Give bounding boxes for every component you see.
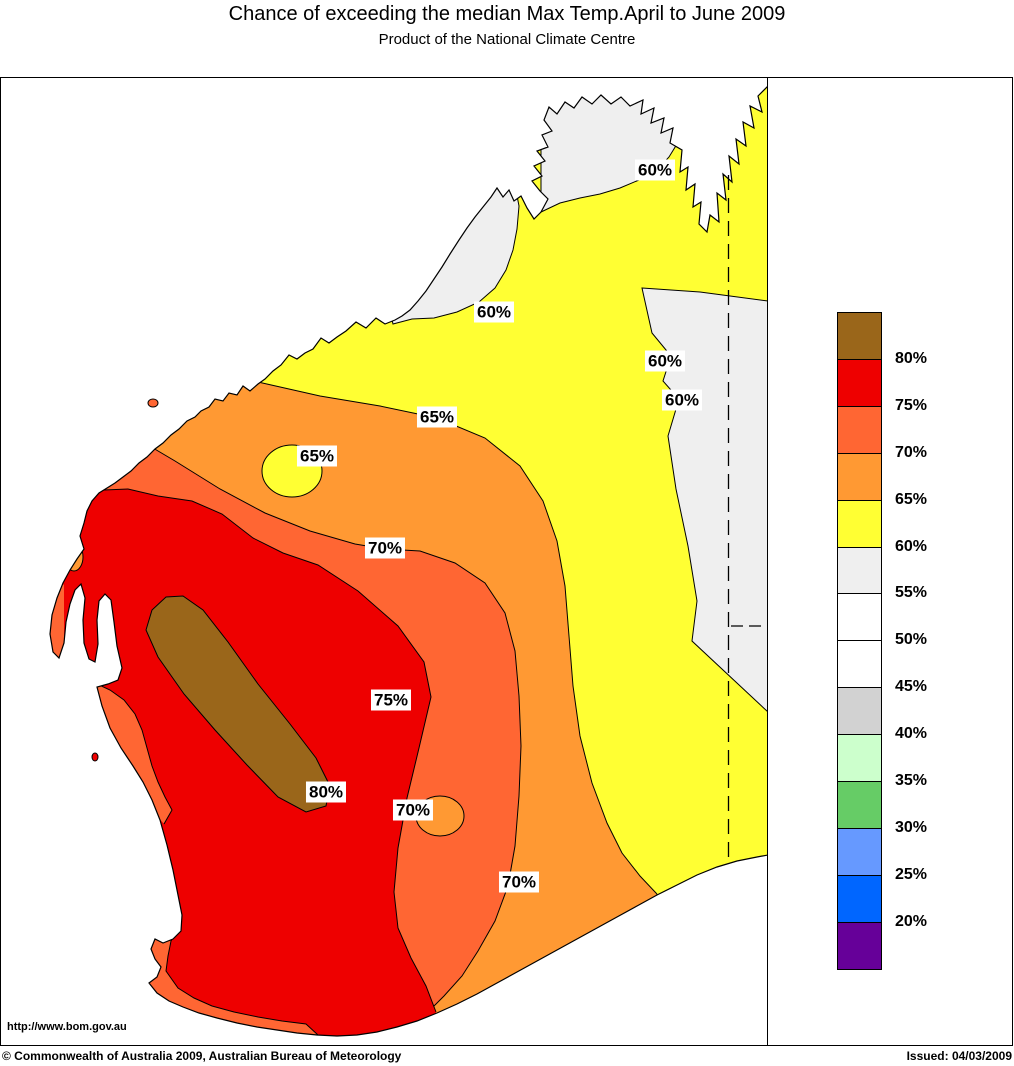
contour-label: 70%	[364, 537, 406, 559]
page-title: Chance of exceeding the median Max Temp.…	[228, 3, 786, 25]
contour-70	[130, 434, 522, 1013]
legend-swatch	[837, 828, 882, 876]
legend-swatch	[837, 453, 882, 501]
contour-75-east	[103, 488, 437, 1013]
wa-probability-map	[49, 86, 767, 1037]
issued-date: Issued: 04/03/2009	[906, 1049, 1012, 1063]
legend-swatch	[837, 406, 882, 454]
legend-swatch	[837, 922, 882, 970]
legend-swatch	[837, 500, 882, 548]
legend-label: 40%	[895, 725, 928, 742]
legend-swatch	[837, 593, 882, 641]
legend-label: 45%	[895, 678, 928, 695]
band-80-plus	[145, 595, 331, 813]
coastline	[49, 86, 767, 1037]
contour-label: 60%	[634, 159, 676, 181]
contour-label: 60%	[661, 389, 703, 411]
legend-label: 80%	[895, 350, 928, 367]
map-legend-divider	[767, 77, 768, 1046]
legend-label: 75%	[895, 397, 928, 414]
contour-label: 80%	[305, 781, 347, 803]
pocket-70-75-coastal	[89, 683, 172, 824]
legend-label: 30%	[895, 819, 928, 836]
legend-label: 25%	[895, 866, 928, 883]
island-nw	[147, 398, 159, 408]
contour-label: 75%	[370, 689, 412, 711]
legend-swatch	[837, 781, 882, 829]
copyright-text: © Commonwealth of Australia 2009, Austra…	[2, 1049, 402, 1063]
legend-swatch	[837, 640, 882, 688]
legend-swatch	[837, 734, 882, 782]
page-subtitle: Product of the National Climate Centre	[378, 31, 636, 48]
legend-label: 20%	[895, 913, 928, 930]
legend-swatch	[837, 875, 882, 923]
legend-label: 65%	[895, 491, 928, 508]
legend-label: 35%	[895, 772, 928, 789]
legend-swatch	[837, 687, 882, 735]
contour-label: 60%	[644, 350, 686, 372]
legend-swatch	[837, 547, 882, 594]
coastal-orange-patch	[64, 542, 84, 572]
pocket-70-75-outline	[94, 682, 173, 825]
contour-label: 70%	[392, 799, 434, 821]
contour-label: 65%	[416, 406, 458, 428]
legend-label: 50%	[895, 631, 928, 648]
legend-swatch	[837, 359, 882, 407]
contour-label: 60%	[473, 301, 515, 323]
legend-label: 70%	[895, 444, 928, 461]
contour-label: 70%	[498, 871, 540, 893]
contour-label: 65%	[296, 445, 338, 467]
legend-label: 60%	[895, 538, 928, 555]
island-abrolhos	[91, 752, 99, 762]
contour-75-southcoast	[165, 925, 331, 1036]
bom-url: http://www.bom.gov.au	[7, 1021, 127, 1033]
legend-label: 55%	[895, 584, 928, 601]
legend-swatch	[837, 312, 882, 360]
